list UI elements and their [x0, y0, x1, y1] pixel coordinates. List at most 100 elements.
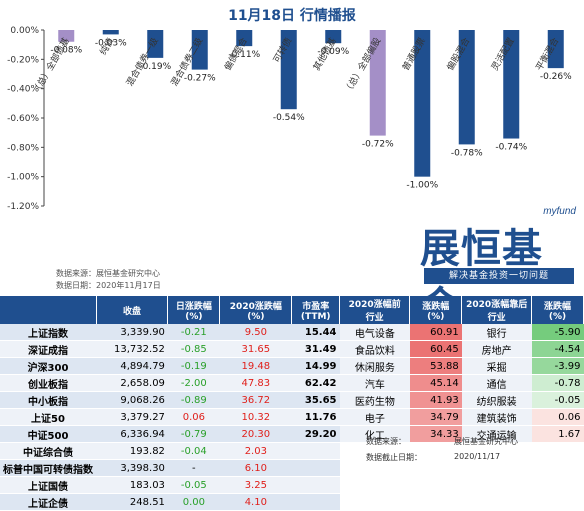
- bottom-industry-change: -0.78: [531, 374, 584, 392]
- bar: [458, 30, 475, 145]
- index-name: 上证国债: [0, 476, 96, 494]
- bottom-industry-change: -4.54: [531, 340, 584, 358]
- bottom-industry-change: -3.99: [531, 357, 584, 375]
- table-row: 上证国债 183.03 -0.05 3.25: [0, 476, 340, 494]
- close: 183.03: [96, 476, 168, 494]
- bottom-industry: 纺织服装: [461, 391, 532, 409]
- table-row: 食品饮料 60.45 房地产 -4.54: [340, 340, 584, 358]
- close: 4,894.79: [96, 357, 168, 375]
- source-line: 数据来源：展恒基金研究中心: [56, 269, 160, 278]
- day-change: -0.79: [167, 425, 220, 443]
- y-tick-label: -1.00%: [7, 173, 39, 183]
- bar: [147, 30, 164, 58]
- bar-value-label: -1.00%: [406, 181, 438, 191]
- close: 13,732.52: [96, 340, 168, 358]
- bar-value-label: -0.27%: [184, 74, 216, 84]
- column-header: 日涨跌幅 (%): [167, 296, 221, 324]
- day-change: -0.85: [167, 340, 220, 358]
- column-header: 收盘: [96, 296, 169, 324]
- day-change: -0.21: [167, 324, 220, 341]
- close: 3,379.27: [96, 408, 168, 426]
- index-name: 标普中国可转债指数: [0, 459, 96, 477]
- index-name: 上证50: [0, 408, 96, 426]
- index-name: 上证企债: [0, 493, 96, 511]
- column-header: 2020涨幅前 行业: [340, 296, 411, 324]
- top-industry-change: 60.91: [409, 324, 462, 341]
- table-row: 汽车 45.14 通信 -0.78: [340, 374, 584, 392]
- bar-value-label: -0.11%: [228, 50, 260, 60]
- pe: 15.44: [291, 324, 340, 341]
- bar-value-label: -0.72%: [362, 140, 394, 150]
- index-table-header: 收盘 日涨跌幅 (%) 2020涨跌幅 (%) 市盈率 (TTM): [0, 296, 340, 324]
- close: 248.51: [96, 493, 168, 511]
- ytd-change: 31.65: [219, 340, 292, 358]
- ytd-change: 3.25: [219, 476, 292, 494]
- bottom-industry-change: -0.05: [531, 391, 584, 409]
- bottom-industry: 采掘: [461, 357, 532, 375]
- y-tick-label: 0.00%: [10, 26, 39, 36]
- bar-value-label: -0.03%: [95, 38, 127, 48]
- pe: [291, 459, 340, 477]
- bar: [236, 30, 253, 47]
- pe: 14.99: [291, 357, 340, 375]
- bottom-industry: 银行: [461, 324, 532, 341]
- bar: [191, 30, 208, 70]
- bar-value-label: -0.19%: [139, 62, 171, 72]
- bottom-industry-change: 1.67: [531, 425, 584, 443]
- index-name: 深证成指: [0, 340, 96, 358]
- column-header: 市盈率 (TTM): [291, 296, 340, 324]
- close: 193.82: [96, 442, 168, 460]
- table-row: 上证50 3,379.27 0.06 10.32 11.76: [0, 408, 340, 426]
- top-industry: 休闲服务: [340, 357, 410, 375]
- bottom-industry: 建筑装饰: [461, 408, 532, 426]
- pe: 62.42: [291, 374, 340, 392]
- footer-date-label: 数据截止日期：: [366, 453, 422, 462]
- industry-table: 2020涨幅前 行业 涨跌幅 (%) 2020涨幅靠后 行业 涨跌幅 (%) 电气设备…: [340, 296, 584, 443]
- top-industry: 汽车: [340, 374, 410, 392]
- index-name: 中小板指: [0, 391, 96, 409]
- top-industry-change: 45.14: [409, 374, 462, 392]
- table-row: 沪深300 4,894.79 -0.19 19.48 14.99: [0, 357, 340, 375]
- bar: [325, 30, 342, 44]
- bar-value-label: -0.54%: [273, 113, 305, 123]
- table-row: 化工 34.33 交通运输 1.67: [340, 425, 584, 443]
- ytd-change: 9.50: [219, 324, 292, 341]
- column-header: 2020涨幅靠后 行业: [461, 296, 533, 324]
- day-change: -0.89: [167, 391, 220, 409]
- bar-value-label: -0.74%: [495, 143, 527, 153]
- bar: [102, 30, 119, 35]
- close: 9,068.26: [96, 391, 168, 409]
- top-industry: 医药生物: [340, 391, 410, 409]
- table-row: 上证企债 248.51 0.00 4.10: [0, 493, 340, 511]
- close: 3,398.30: [96, 459, 168, 477]
- table-row: 标普中国可转债指数 3,398.30-6.10: [0, 459, 340, 477]
- column-header: [0, 296, 97, 324]
- close: 6,336.94: [96, 425, 168, 443]
- y-tick-label: -0.80%: [7, 143, 39, 153]
- top-industry: 电子: [340, 408, 410, 426]
- ytd-change: 6.10: [219, 459, 292, 477]
- pe: 29.20: [291, 425, 340, 443]
- y-tick-label: -0.60%: [7, 114, 39, 124]
- index-name: 沪深300: [0, 357, 96, 375]
- pe: [291, 493, 340, 511]
- bar: [369, 30, 386, 136]
- table-row: 医药生物 41.93 纺织服装 -0.05: [340, 391, 584, 409]
- bar: [547, 30, 564, 69]
- top-industry: 食品饮料: [340, 340, 410, 358]
- close: 3,339.90: [96, 324, 168, 341]
- y-tick-label: -0.20%: [7, 55, 39, 65]
- bottom-industry-change: 0.06: [531, 408, 584, 426]
- ytd-change: 10.32: [219, 408, 292, 426]
- logo-slogan: 解决基金投资一切问题: [448, 271, 549, 281]
- bar: [58, 30, 75, 42]
- column-header: 涨跌幅 (%): [531, 296, 584, 324]
- bottom-industry-change: -5.90: [531, 324, 584, 341]
- bar-value-label: -0.08%: [50, 46, 82, 56]
- ytd-change: 19.48: [219, 357, 292, 375]
- ytd-change: 36.72: [219, 391, 292, 409]
- top-industry-change: 60.45: [409, 340, 462, 358]
- pe: 35.65: [291, 391, 340, 409]
- day-change: -0.04: [167, 442, 220, 460]
- table-row: 中证综合债 193.82 -0.04 2.03: [0, 442, 340, 460]
